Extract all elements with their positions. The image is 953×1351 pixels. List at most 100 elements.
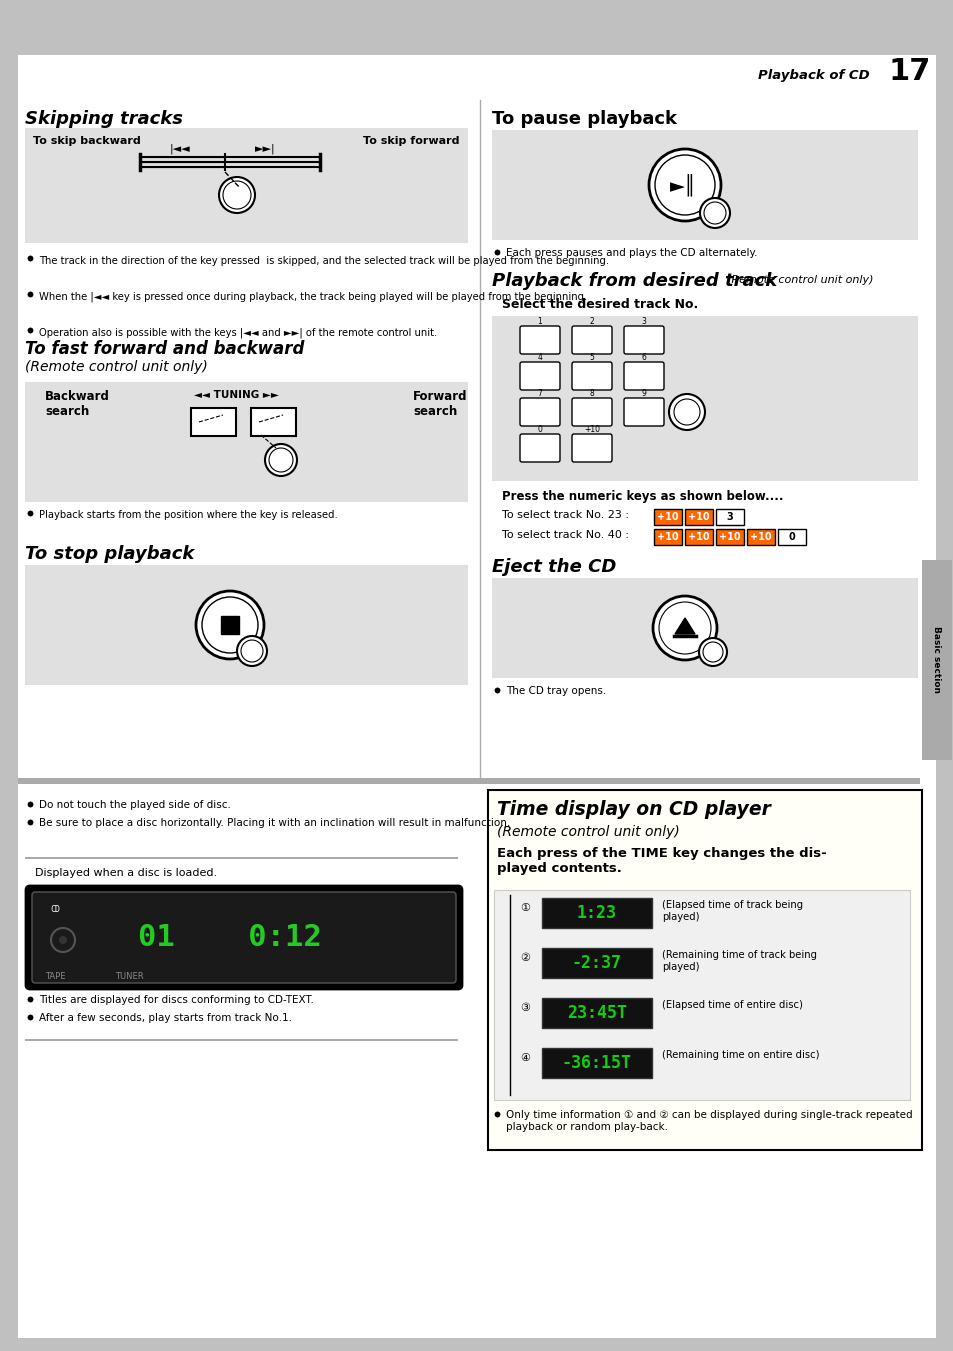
FancyBboxPatch shape [572, 362, 612, 390]
Text: The track in the direction of the key pressed  is skipped, and the selected trac: The track in the direction of the key pr… [39, 255, 608, 266]
Text: The CD tray opens.: The CD tray opens. [505, 686, 605, 696]
Bar [25, 857, 457, 859]
Circle shape [223, 181, 251, 209]
FancyBboxPatch shape [572, 326, 612, 354]
Bar [141, 155, 224, 169]
Text: (Elapsed time of track being
played): (Elapsed time of track being played) [661, 900, 802, 921]
FancyBboxPatch shape [623, 399, 663, 426]
Text: Only time information ① and ② can be displayed during single-track repeated play: Only time information ① and ② can be dis… [505, 1111, 912, 1132]
Text: Basic section: Basic section [931, 627, 941, 693]
Text: Playback starts from the position where the key is released.: Playback starts from the position where … [39, 509, 337, 520]
Text: 0: 0 [537, 426, 542, 434]
FancyBboxPatch shape [519, 399, 559, 426]
Text: 1:23: 1:23 [577, 904, 617, 921]
Text: Backward
search: Backward search [45, 390, 110, 417]
Bar [492, 130, 917, 240]
Bar [18, 778, 917, 784]
Bar [18, 55, 935, 88]
Text: 3: 3 [726, 512, 733, 521]
Text: 23:45T: 23:45T [566, 1004, 626, 1021]
Text: 1: 1 [537, 317, 542, 326]
Text: 4: 4 [537, 353, 542, 362]
Text: Eject the CD: Eject the CD [492, 558, 616, 576]
Circle shape [265, 444, 296, 476]
Text: -2:37: -2:37 [572, 954, 621, 971]
FancyBboxPatch shape [572, 399, 612, 426]
Text: To skip forward: To skip forward [363, 136, 459, 146]
Text: Be sure to place a disc horizontally. Placing it with an inclination will result: Be sure to place a disc horizontally. Pl… [39, 817, 510, 828]
Bar [191, 408, 235, 436]
Text: ◄◄ TUNING ►►: ◄◄ TUNING ►► [193, 390, 278, 400]
Text: 01    0:12: 01 0:12 [138, 923, 321, 951]
Text: Operation also is possible with the keys |◄◄ and ►►| of the remote control unit.: Operation also is possible with the keys… [39, 328, 436, 339]
Text: +10: +10 [749, 532, 771, 542]
Text: (Remote control unit only): (Remote control unit only) [726, 276, 873, 285]
Bar [251, 408, 295, 436]
Text: +10: +10 [657, 532, 679, 542]
Text: Each press of the TIME key changes the dis-
played contents.: Each press of the TIME key changes the d… [497, 847, 826, 875]
Bar [488, 790, 921, 1150]
Bar [541, 1048, 651, 1078]
Text: 0: 0 [788, 532, 795, 542]
Circle shape [699, 638, 726, 666]
Bar [492, 578, 917, 678]
Text: 5: 5 [589, 353, 594, 362]
Circle shape [652, 596, 717, 661]
Text: To select track No. 40 :: To select track No. 40 : [501, 530, 628, 540]
Bar [541, 898, 651, 928]
Circle shape [668, 394, 704, 430]
Text: When the |◄◄ key is pressed once during playback, the track being played will be: When the |◄◄ key is pressed once during … [39, 292, 587, 303]
Text: Playback of CD: Playback of CD [758, 69, 869, 81]
Circle shape [195, 590, 264, 659]
Text: CD: CD [50, 905, 60, 915]
Text: (Remaining time on entire disc): (Remaining time on entire disc) [661, 1050, 819, 1061]
Bar [684, 530, 712, 544]
Text: To skip backward: To skip backward [33, 136, 141, 146]
FancyBboxPatch shape [572, 434, 612, 462]
Text: Forward
search: Forward search [413, 390, 467, 417]
Text: TAPE: TAPE [45, 971, 66, 981]
Text: (Remaining time of track being
played): (Remaining time of track being played) [661, 950, 816, 971]
Bar [921, 561, 951, 761]
Bar [716, 509, 743, 526]
Circle shape [219, 177, 254, 213]
Text: (Elapsed time of entire disc): (Elapsed time of entire disc) [661, 1000, 802, 1011]
Bar [0, 0, 953, 88]
Text: +10: +10 [687, 532, 709, 542]
Circle shape [648, 149, 720, 222]
Bar [25, 1039, 457, 1042]
Circle shape [703, 203, 725, 224]
Bar [494, 890, 909, 1100]
Circle shape [702, 642, 722, 662]
Text: 17: 17 [888, 57, 930, 85]
Text: +10: +10 [583, 426, 599, 434]
Text: +10: +10 [687, 512, 709, 521]
Circle shape [673, 399, 700, 426]
Text: 6: 6 [640, 353, 646, 362]
Bar [746, 530, 774, 544]
Text: Time display on CD player: Time display on CD player [497, 800, 770, 819]
Text: Press the numeric keys as shown below....: Press the numeric keys as shown below...… [501, 490, 782, 503]
Text: Skipping tracks: Skipping tracks [25, 109, 183, 128]
Bar [25, 128, 468, 243]
Bar [25, 382, 468, 503]
Text: Titles are displayed for discs conforming to CD-TEXT.: Titles are displayed for discs conformin… [39, 994, 314, 1005]
Text: 3: 3 [640, 317, 646, 326]
Bar [716, 530, 743, 544]
Text: ►║: ►║ [669, 174, 696, 196]
FancyBboxPatch shape [26, 886, 461, 989]
Bar [541, 948, 651, 978]
Circle shape [202, 597, 257, 653]
FancyBboxPatch shape [623, 326, 663, 354]
Circle shape [655, 155, 714, 215]
Bar [479, 778, 919, 784]
Text: Do not touch the played side of disc.: Do not touch the played side of disc. [39, 800, 231, 811]
FancyBboxPatch shape [623, 362, 663, 390]
FancyBboxPatch shape [519, 326, 559, 354]
Text: (Remote control unit only): (Remote control unit only) [497, 825, 679, 839]
Text: 7: 7 [537, 389, 542, 399]
Bar [654, 509, 681, 526]
FancyBboxPatch shape [519, 434, 559, 462]
Polygon shape [675, 617, 695, 634]
Text: To pause playback: To pause playback [492, 109, 677, 128]
